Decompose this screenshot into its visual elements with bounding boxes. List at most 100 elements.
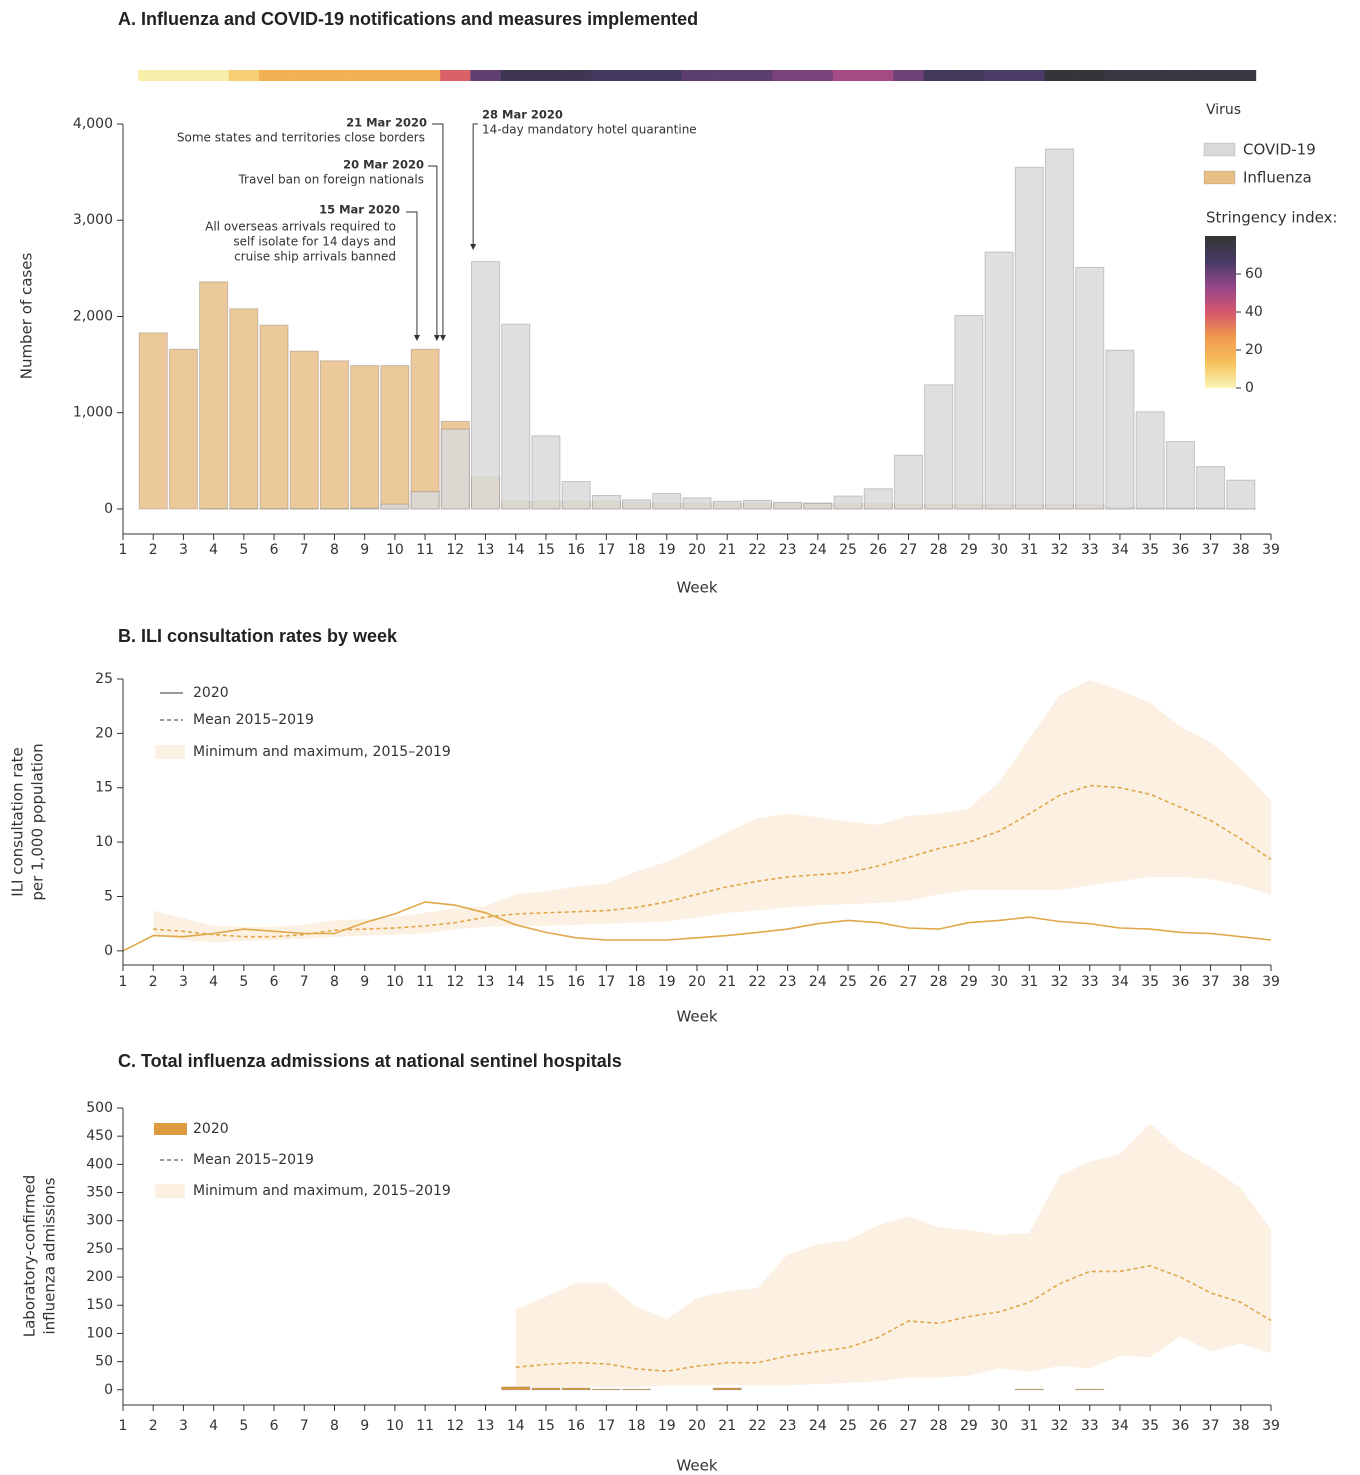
bar [470, 261, 501, 510]
legend-label: Mean 2015–2019 [193, 1152, 314, 1168]
x-tick-label: 4 [209, 974, 218, 990]
y-tick-label: 25 [95, 671, 113, 687]
x-tick-label: 28 [930, 1418, 948, 1434]
bar [984, 251, 1014, 510]
annotation-date: 20 Mar 2020 [343, 158, 424, 172]
y-tick-label: 100 [86, 1325, 113, 1341]
x-tick-label: 5 [239, 974, 248, 990]
annotation-date: 15 Mar 2020 [319, 203, 400, 217]
line [515, 1264, 1272, 1373]
x-tick-label: 26 [869, 542, 887, 558]
x-tick-label: 30 [990, 542, 1008, 558]
stringency-cell [953, 70, 985, 81]
bar [561, 1387, 591, 1391]
annotation-text: Some states and territories close border… [177, 131, 425, 145]
stringency-cell [802, 70, 834, 81]
stringency-cell [1225, 70, 1257, 81]
bar [652, 493, 682, 510]
x-tick-label: 31 [1020, 1418, 1038, 1434]
y-axis-label: Laboratory-confirmed [21, 1175, 39, 1338]
stringency-cell [1195, 70, 1226, 81]
bar [1196, 466, 1226, 510]
bar [833, 495, 863, 510]
x-tick-label: 1 [119, 1418, 128, 1434]
x-tick-label: 1 [119, 974, 128, 990]
x-tick-label: 18 [628, 1418, 646, 1434]
x-tick-label: 24 [809, 542, 827, 558]
stringency-cell [742, 70, 773, 81]
bar [742, 499, 772, 510]
legend-label: Mean 2015–2019 [193, 712, 314, 728]
stringency-cell [500, 70, 532, 81]
x-tick-label: 12 [446, 1418, 464, 1434]
x-tick-label: 20 [688, 542, 706, 558]
stringency-cell [1104, 70, 1136, 81]
x-tick-label: 29 [960, 1418, 978, 1434]
x-tick-label: 33 [1081, 974, 1099, 990]
x-tick-label: 14 [507, 542, 525, 558]
x-tick-label: 35 [1141, 542, 1159, 558]
bar [199, 281, 229, 510]
x-tick-label: 11 [416, 542, 434, 558]
x-tick-label: 18 [628, 542, 646, 558]
bar [440, 428, 470, 510]
x-tick-label: 15 [537, 1418, 555, 1434]
x-tick-label: 17 [597, 974, 615, 990]
stringency-cell [561, 70, 592, 81]
bar [1075, 1388, 1105, 1391]
colorbar [1205, 236, 1236, 388]
x-tick-label: 17 [597, 542, 615, 558]
bar [229, 308, 259, 510]
x-tick-label: 4 [209, 542, 218, 558]
x-tick-label: 32 [1051, 542, 1069, 558]
bar [138, 332, 168, 510]
colorbar-tick-label: 20 [1245, 342, 1263, 358]
x-tick-label: 19 [658, 542, 676, 558]
stringency-cell [832, 70, 864, 81]
bar [893, 454, 924, 510]
x-tick-label: 24 [809, 974, 827, 990]
x-tick-label: 37 [1202, 974, 1220, 990]
stringency-cell [470, 70, 501, 81]
x-tick-label: 38 [1232, 542, 1250, 558]
x-tick-label: 34 [1111, 974, 1129, 990]
stringency-cell [621, 70, 652, 81]
colorbar-tick-label: 60 [1245, 266, 1263, 282]
x-tick-label: 35 [1141, 974, 1159, 990]
x-tick-label: 3 [179, 1418, 188, 1434]
chart-title: A. Influenza and COVID-19 notifications … [118, 9, 698, 29]
bar [410, 348, 440, 510]
stringency-cell [772, 70, 804, 81]
x-tick-label: 17 [597, 1418, 615, 1434]
bar [682, 497, 712, 510]
annotation-arrowhead [439, 335, 446, 341]
x-tick-label: 23 [779, 1418, 797, 1434]
colorbar-tick-label: 0 [1245, 380, 1254, 396]
annotation-arrow [472, 123, 478, 245]
y-axis-label: Number of cases [18, 253, 36, 380]
x-tick-label: 31 [1020, 974, 1038, 990]
x-tick-label: 21 [718, 542, 736, 558]
annotation-arrow [406, 211, 418, 336]
y-tick-label: 400 [86, 1156, 113, 1172]
x-tick-label: 25 [839, 542, 857, 558]
y-tick-label: 4,000 [73, 116, 113, 132]
annotation-text: All overseas arrivals required to [205, 220, 396, 234]
y-tick-label: 0 [104, 1382, 113, 1398]
bar [259, 324, 289, 510]
bar [380, 503, 410, 510]
stringency-cell [258, 70, 290, 81]
annotation-text: Travel ban on foreign nationals [237, 173, 424, 187]
bar [1135, 411, 1165, 510]
y-tick-label: 3,000 [73, 212, 113, 228]
bar [289, 350, 319, 510]
x-tick-label: 39 [1262, 542, 1280, 558]
x-tick-label: 33 [1081, 542, 1099, 558]
x-tick-label: 16 [567, 1418, 585, 1434]
bar [591, 495, 621, 510]
bar [924, 384, 954, 510]
legend-label: 2020 [193, 685, 229, 701]
bar [168, 348, 198, 510]
y-tick-label: 2,000 [73, 308, 113, 324]
